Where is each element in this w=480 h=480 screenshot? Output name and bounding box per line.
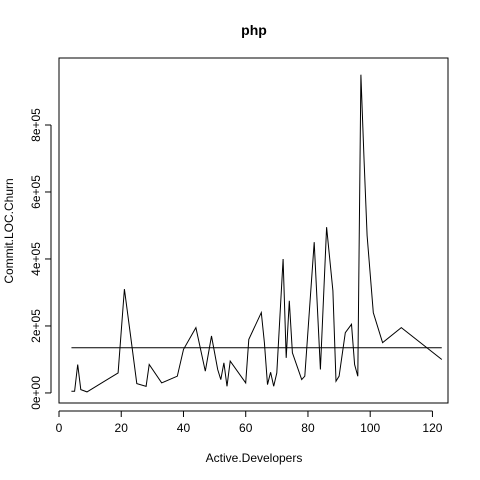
x-tick-label: 100 (360, 421, 380, 435)
y-tick-label: 8e+05 (29, 108, 43, 142)
plot-frame (58, 57, 449, 404)
x-tick-label: 80 (301, 421, 315, 435)
y-tick-label: 6e+05 (29, 175, 43, 209)
x-tick-label: 20 (115, 421, 129, 435)
series-layer (71, 74, 443, 393)
x-tick-label: 120 (422, 421, 442, 435)
x-tick-label: 60 (239, 421, 253, 435)
chart-title: php (241, 22, 267, 38)
series-line (71, 74, 443, 393)
x-tick-label: 0 (56, 421, 63, 435)
x-axis-label: Active.Developers (206, 451, 303, 465)
y-axis-label: Commit.LOC.Churn (2, 178, 16, 283)
y-axis: 0e+00 2e+05 4e+05 6e+05 8e+05 (29, 108, 52, 410)
y-tick-label: 0e+00 (29, 376, 43, 410)
x-axis: 0 20 40 60 80 100 120 (56, 410, 443, 435)
y-tick-label: 2e+05 (29, 309, 43, 343)
x-tick-label: 40 (177, 421, 191, 435)
y-tick-label: 4e+05 (29, 242, 43, 276)
